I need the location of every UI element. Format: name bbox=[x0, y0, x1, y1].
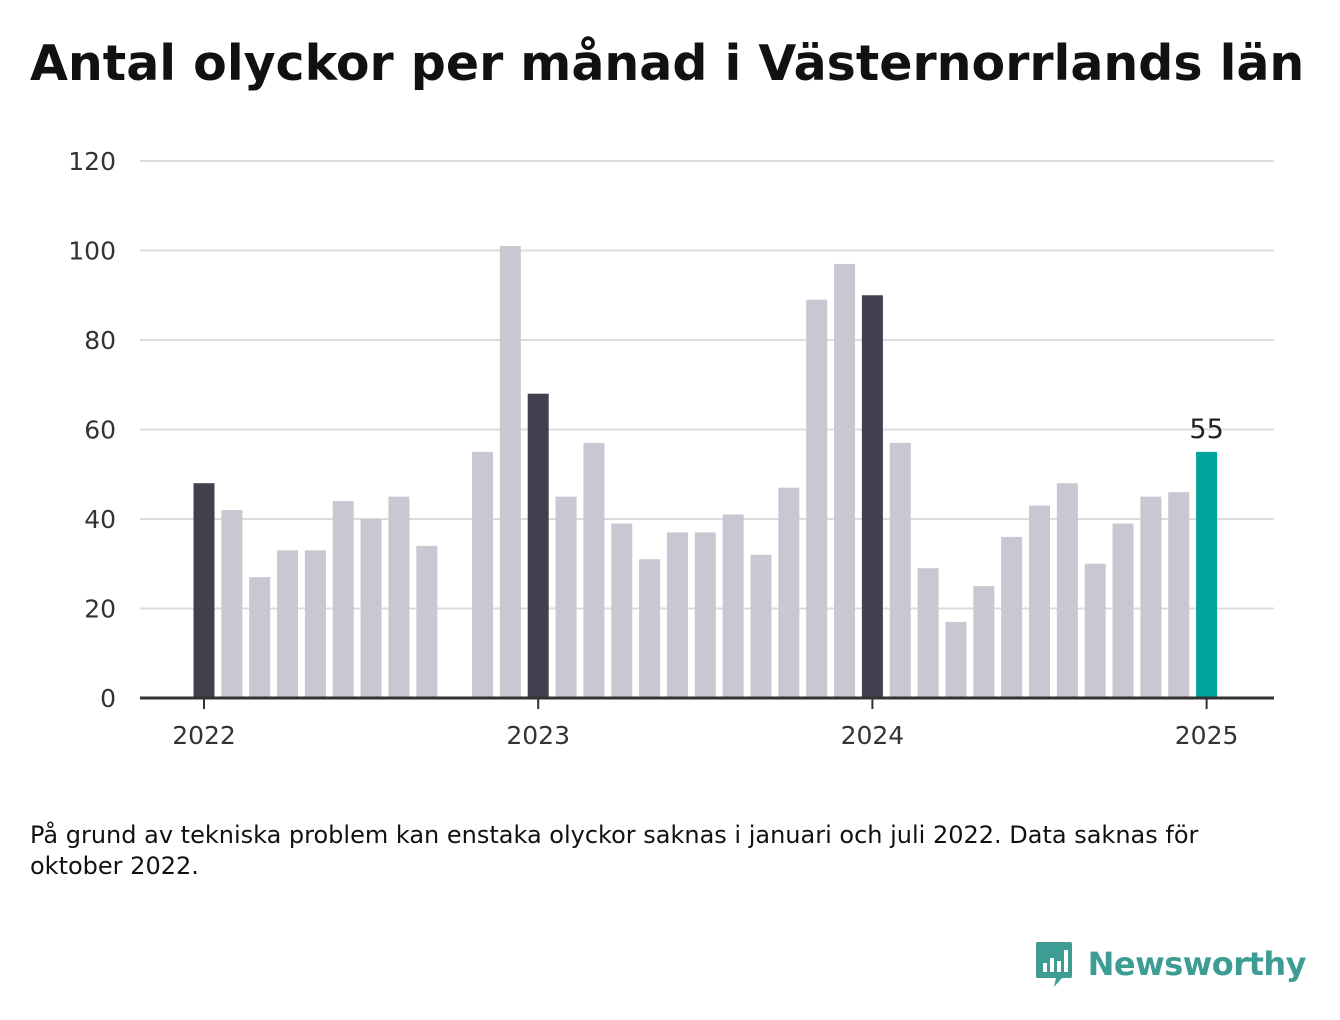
bar-2022-11 bbox=[472, 451, 493, 699]
bar-2023-12 bbox=[834, 263, 856, 698]
x-tick-label: 2023 bbox=[506, 721, 570, 750]
bar-2024-09 bbox=[1084, 563, 1106, 698]
bar-2023-10 bbox=[778, 487, 800, 698]
bar-2022-07 bbox=[360, 519, 382, 698]
bars bbox=[193, 246, 1218, 699]
bar-2023-01 bbox=[527, 393, 549, 698]
bar-2022-04 bbox=[277, 550, 299, 698]
y-tick-label: 80 bbox=[84, 326, 116, 355]
bar-2022-02 bbox=[221, 510, 243, 698]
bar-2023-07 bbox=[694, 532, 716, 698]
bar-2023-06 bbox=[666, 532, 688, 698]
bar-2022-03 bbox=[249, 577, 271, 698]
y-tick-label: 0 bbox=[100, 684, 116, 713]
x-tick-label: 2024 bbox=[841, 721, 905, 750]
bar-2023-08 bbox=[722, 514, 744, 698]
footnote: På grund av tekniska problem kan enstaka… bbox=[30, 821, 1199, 880]
bar-2025-01 bbox=[1196, 451, 1218, 699]
brand-name: Newsworthy bbox=[1087, 945, 1307, 983]
bar-2023-09 bbox=[750, 554, 772, 698]
bar-2024-07 bbox=[1029, 505, 1050, 698]
bar-2023-02 bbox=[555, 496, 577, 699]
bar-2024-05 bbox=[973, 586, 995, 699]
x-tick-label: 2022 bbox=[172, 721, 236, 750]
bar-2023-05 bbox=[639, 559, 661, 698]
value-label-2025-01: 55 bbox=[1189, 414, 1223, 445]
y-tick-label: 120 bbox=[68, 147, 116, 176]
bar-2024-08 bbox=[1056, 483, 1078, 698]
bar-2024-11 bbox=[1140, 496, 1162, 699]
chart-title: Antal olyckor per månad i Västernorrland… bbox=[30, 35, 1305, 92]
bar-2022-09 bbox=[416, 545, 438, 698]
y-tick-label: 100 bbox=[68, 237, 116, 266]
bar-2024-12 bbox=[1168, 492, 1190, 698]
y-tick-label: 40 bbox=[84, 505, 116, 534]
bar-2023-11 bbox=[806, 299, 828, 698]
bar-2024-04 bbox=[945, 621, 967, 698]
bar-2023-04 bbox=[611, 523, 633, 698]
x-axis: 2022 2023 2024 2025 bbox=[140, 696, 1274, 750]
bar-2024-03 bbox=[917, 568, 939, 698]
value-labels: 55 bbox=[1189, 414, 1223, 445]
bar-chart: 0 20 40 60 80 100 120 55 2022 2023 2024 2025 bbox=[68, 147, 1274, 750]
newsworthy-logo-icon bbox=[1035, 942, 1072, 987]
bar-2024-10 bbox=[1112, 523, 1134, 698]
bar-2024-02 bbox=[889, 442, 911, 698]
brand-logo: Newsworthy bbox=[1034, 940, 1307, 988]
bar-2022-12 bbox=[499, 246, 521, 698]
bar-2022-05 bbox=[304, 550, 326, 698]
bar-2022-06 bbox=[332, 501, 354, 698]
bar-2022-08 bbox=[388, 496, 410, 699]
y-tick-label: 60 bbox=[84, 416, 116, 445]
bar-2024-06 bbox=[1001, 536, 1023, 698]
x-tick-label: 2025 bbox=[1175, 721, 1239, 750]
y-axis-labels: 0 20 40 60 80 100 120 bbox=[68, 147, 116, 713]
bar-2022-01 bbox=[193, 483, 215, 698]
y-tick-label: 20 bbox=[84, 595, 116, 624]
gridlines bbox=[140, 160, 1274, 610]
bar-2024-01 bbox=[861, 295, 883, 698]
bar-2023-03 bbox=[583, 442, 605, 698]
